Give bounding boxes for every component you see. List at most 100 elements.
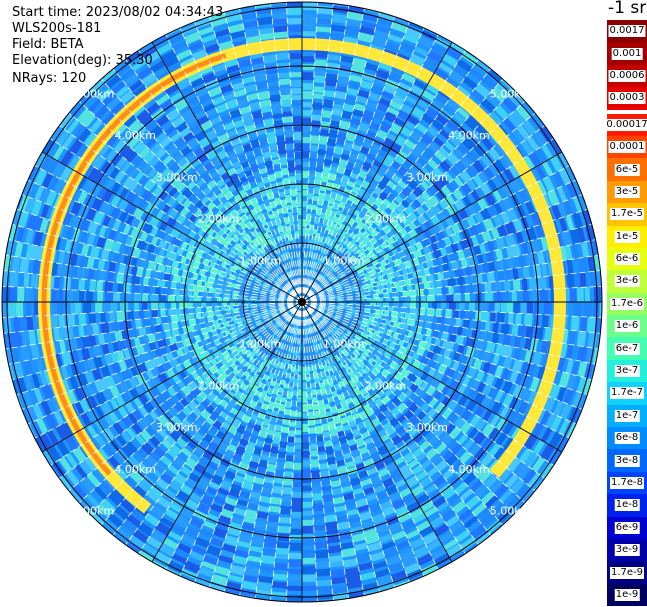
- range-bin: [377, 327, 387, 334]
- range-bin: [441, 340, 450, 350]
- range-bin: [375, 523, 390, 535]
- range-bin: [134, 293, 142, 302]
- range-bin: [250, 535, 265, 546]
- range-bin: [508, 396, 519, 410]
- range-bin: [418, 362, 426, 372]
- range-bin: [457, 395, 469, 407]
- range-bin: [465, 328, 473, 338]
- range-bin: [302, 201, 308, 208]
- range-bin: [409, 537, 426, 550]
- range-bin: [502, 380, 513, 394]
- range-bin: [473, 211, 484, 224]
- range-bin: [497, 259, 505, 271]
- range-bin: [500, 323, 510, 335]
- range-bin: [289, 410, 297, 417]
- range-bin: [302, 549, 316, 558]
- range-bin: [218, 554, 234, 564]
- range-bin: [571, 360, 580, 376]
- range-bin: [483, 473, 499, 489]
- range-bin: [310, 382, 316, 389]
- range-bin: [376, 101, 390, 113]
- range-bin: [511, 290, 517, 302]
- range-bin: [110, 302, 118, 313]
- range-bin: [521, 241, 529, 255]
- range-bin: [352, 455, 364, 465]
- range-bin: [562, 199, 574, 216]
- range-bin: [208, 481, 221, 491]
- range-bin: [450, 212, 462, 224]
- range-bin: [467, 366, 478, 379]
- range-bin: [472, 173, 486, 188]
- range-bin: [181, 447, 193, 458]
- range-bin: [394, 87, 409, 100]
- range-bin: [314, 541, 328, 549]
- range-bin: [215, 520, 230, 533]
- range-bin: [355, 437, 366, 448]
- range-bin: [400, 199, 410, 209]
- range-bin: [392, 270, 401, 278]
- range-bin: [318, 262, 324, 271]
- range-bin: [541, 144, 554, 160]
- range-bin: [9, 271, 19, 288]
- range-bin: [279, 87, 292, 95]
- range-bin: [407, 221, 417, 231]
- range-bin: [324, 235, 331, 245]
- range-bin: [417, 340, 427, 349]
- range-bin: [452, 62, 470, 78]
- range-bin: [468, 302, 475, 312]
- range-bin: [494, 104, 510, 120]
- range-bin: [290, 319, 294, 325]
- range-bin: [337, 344, 345, 351]
- range-bin: [334, 336, 341, 343]
- range-bin: [366, 298, 375, 302]
- range-bin: [263, 477, 274, 484]
- range-bin: [378, 191, 389, 201]
- range-bin: [416, 99, 430, 110]
- range-bin: [286, 319, 291, 325]
- range-bin: [330, 480, 342, 488]
- range-bin: [350, 172, 359, 180]
- range-bin: [396, 108, 411, 122]
- range-bin: [507, 113, 522, 129]
- range-bin: [484, 495, 499, 509]
- range-bin: [217, 487, 230, 497]
- range-bin: [338, 340, 345, 347]
- range-bin: [279, 322, 286, 328]
- range-bin: [465, 495, 481, 510]
- range-bin: [372, 376, 383, 387]
- range-bin: [187, 472, 201, 485]
- range-bin: [410, 313, 418, 321]
- range-bin: [188, 452, 201, 464]
- range-bin: [455, 318, 463, 328]
- range-bin: [315, 425, 323, 435]
- range-bin: [323, 315, 330, 320]
- range-bin: [89, 279, 97, 292]
- range-bin: [175, 515, 191, 529]
- range-bin: [375, 340, 384, 348]
- range-bin: [249, 413, 259, 422]
- range-bin: [476, 381, 486, 394]
- range-bin: [399, 487, 413, 499]
- range-bin: [449, 251, 460, 262]
- range-bin: [368, 502, 382, 514]
- range-bin: [492, 159, 506, 174]
- range-bin: [427, 274, 435, 282]
- range-bin: [194, 395, 204, 404]
- range-bin: [481, 350, 492, 363]
- range-bin: [227, 443, 238, 453]
- range-bin: [50, 314, 59, 329]
- range-bin: [432, 249, 442, 259]
- colorbar-tick-label: 1.7e-8: [609, 477, 645, 489]
- range-bin: [78, 278, 86, 291]
- range-bin: [345, 339, 354, 347]
- range-bin: [429, 515, 445, 529]
- range-bin: [537, 276, 547, 290]
- range-bin: [366, 467, 378, 476]
- range-bin: [380, 368, 390, 378]
- range-bin: [536, 250, 545, 265]
- range-bin: [325, 223, 332, 232]
- range-bin: [150, 294, 159, 302]
- range-bin: [460, 228, 471, 240]
- range-bin: [312, 195, 319, 202]
- range-bin: [500, 210, 513, 225]
